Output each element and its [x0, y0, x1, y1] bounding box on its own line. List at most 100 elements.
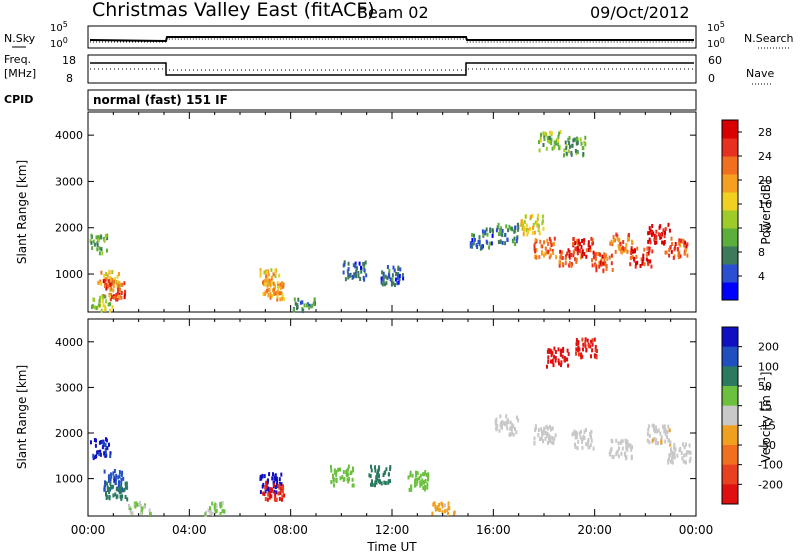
data-cell: [663, 429, 666, 434]
data-cell: [415, 470, 417, 475]
data-cell: [559, 130, 562, 135]
data-cell: [670, 450, 673, 455]
nave-label: Nave: [746, 67, 774, 80]
data-cell: [575, 137, 578, 142]
data-cell: [478, 242, 481, 247]
data-cell: [547, 359, 550, 364]
data-cell: [346, 477, 349, 482]
data-cell: [568, 135, 571, 140]
data-cell: [266, 270, 269, 275]
data-cell: [659, 224, 662, 229]
data-cell: [625, 455, 628, 460]
data-cell: [123, 295, 126, 300]
data-cell: [416, 471, 419, 476]
data-cell: [516, 236, 519, 241]
data-cell: [101, 299, 104, 304]
data-cell: [333, 470, 336, 475]
data-cell: [448, 506, 451, 511]
data-cell: [558, 146, 561, 151]
data-cell: [269, 280, 272, 285]
data-cell: [533, 243, 536, 248]
cpid-panel-frame: [87, 89, 697, 111]
data-cell: [669, 440, 672, 445]
data-cell: [580, 245, 583, 250]
data-cell: [259, 490, 262, 495]
data-cell: [587, 243, 590, 248]
data-cell: [374, 480, 377, 485]
data-cell: [123, 281, 126, 286]
data-cell: [399, 267, 402, 272]
data-cell: [563, 356, 566, 360]
data-cell: [670, 249, 673, 254]
data-cell: [270, 494, 273, 499]
data-cell: [583, 429, 586, 434]
data-cell: [119, 282, 122, 287]
data-cell: [267, 293, 270, 297]
data-cell: [575, 151, 578, 156]
data-cell: [343, 262, 346, 267]
time-axis-labels: 00:00 04:00 08:00 12:00 16:00 20:00 00:00: [71, 523, 714, 537]
freq-tick-low: 8: [66, 72, 73, 85]
data-cell: [667, 438, 670, 443]
data-cell: [100, 235, 103, 240]
data-cell: [207, 508, 210, 513]
data-cell: [476, 245, 479, 249]
data-cell: [604, 254, 607, 259]
data-cell: [619, 246, 622, 251]
y-tick-label: 3000: [55, 381, 83, 394]
data-cell: [554, 356, 557, 360]
data-cell: [511, 423, 514, 427]
data-cell: [273, 287, 276, 292]
data-cell: [594, 263, 597, 268]
data-cell: [278, 291, 281, 296]
data-cell: [297, 297, 300, 302]
data-cell: [382, 473, 385, 477]
data-cell: [646, 252, 649, 257]
data-cell: [587, 247, 590, 252]
data-cell: [610, 446, 613, 451]
data-cell: [653, 233, 656, 238]
data-cell: [582, 434, 585, 439]
noise-tick-low-right: 100: [707, 36, 725, 50]
data-cell: [533, 436, 536, 441]
data-cell: [352, 466, 354, 471]
data-cell: [609, 452, 612, 457]
data-cell: [542, 143, 545, 147]
data-cell: [120, 295, 123, 300]
data-cell: [574, 431, 577, 436]
data-cell: [507, 420, 510, 425]
data-cell: [380, 276, 383, 281]
data-cell: [551, 436, 554, 440]
data-cell: [509, 226, 512, 231]
data-cell: [586, 338, 589, 343]
data-cell: [629, 443, 632, 448]
data-cell: [274, 485, 277, 490]
data-cell: [514, 427, 516, 431]
data-cell: [553, 354, 556, 359]
data-cell: [659, 431, 662, 436]
data-cell: [615, 452, 618, 457]
data-cell: [509, 426, 512, 431]
data-cell: [95, 306, 98, 311]
data-cell: [531, 214, 534, 218]
data-cell: [633, 248, 636, 253]
data-cell: [472, 241, 475, 246]
nave-trace: [90, 68, 694, 71]
data-cell: [104, 483, 107, 488]
data-cell: [584, 337, 587, 342]
x-tick-label: 04:00: [172, 523, 207, 537]
data-cell: [116, 274, 119, 279]
data-cell: [651, 438, 654, 443]
data-cell: [354, 261, 357, 266]
data-cell: [663, 240, 665, 245]
data-cell: [310, 304, 313, 309]
data-cell: [594, 348, 597, 353]
data-cell: [587, 240, 590, 245]
data-cell: [572, 242, 574, 246]
data-cell: [542, 226, 545, 231]
data-cell: [631, 445, 634, 450]
data-cell: [673, 442, 676, 447]
data-cell: [551, 360, 554, 364]
data-cell: [278, 485, 281, 490]
